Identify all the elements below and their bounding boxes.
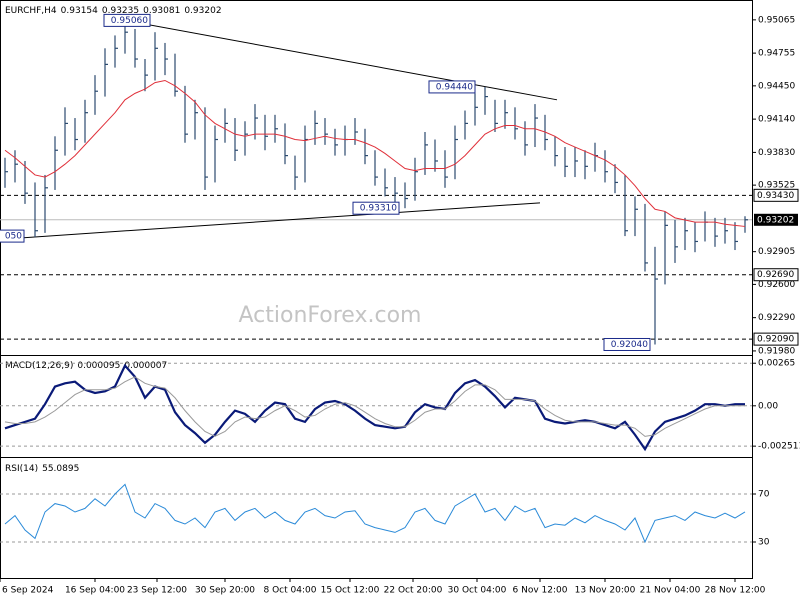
- annotation-label: 0.92040: [611, 340, 648, 350]
- y-tick-label: 0.95065: [758, 15, 795, 25]
- annotation-box: [603, 337, 651, 351]
- level-label-box: [753, 188, 799, 202]
- header-value: 0.93235: [102, 6, 139, 16]
- annotation-box: [103, 13, 151, 27]
- y-tick-label: 0.91980: [758, 346, 795, 356]
- annotation-label: 0.94440: [436, 82, 473, 92]
- watermark: ActionForex.com: [239, 303, 422, 328]
- header-value: 55.0895: [42, 464, 79, 474]
- header-value: 0.93202: [184, 6, 221, 16]
- y-tick-label: 0.93830: [758, 148, 795, 158]
- x-tick-label: 28 Nov 12:00: [705, 586, 766, 596]
- y-tick-label: 0.93525: [758, 181, 795, 191]
- x-tick-label: 30 Oct 04:00: [448, 586, 507, 596]
- x-tick-label: 21 Nov 04:00: [640, 586, 701, 596]
- y-tick-label: 0.00: [758, 401, 778, 411]
- level-label-box: [753, 332, 799, 346]
- panel-title: EURCHF,H4 0.93154 0.93235 0.93081 0.93202: [5, 6, 222, 16]
- panel-title: MACD(12,26,9) 0.000095 0.000007: [5, 361, 167, 371]
- annotation-label: 0.95060: [111, 16, 148, 26]
- x-tick-label: 8 Oct 04:00: [264, 586, 317, 596]
- y-tick-label: 0.92600: [758, 280, 795, 290]
- x-tick-label: 22 Oct 20:00: [384, 586, 443, 596]
- current-price-box: [754, 213, 798, 226]
- x-tick-label: 15 Oct 12:00: [321, 586, 380, 596]
- annotation-box: [0, 229, 25, 243]
- annotation-label: 050: [5, 232, 22, 242]
- x-tick-label: 30 Sep 20:00: [195, 586, 255, 596]
- annotation-box: [428, 80, 476, 94]
- level-label: 0.92090: [757, 335, 794, 345]
- y-tick-label: 0.94140: [758, 115, 795, 125]
- title: RSI(14): [5, 464, 38, 474]
- header-value: 0.000007: [124, 361, 167, 371]
- indicator-line: [4, 483, 746, 544]
- frame: [0, 0, 753, 579]
- x-tick-label: 6 Sep 2024: [2, 586, 54, 596]
- indicator-line: [4, 376, 745, 437]
- level-label: 0.93430: [757, 191, 794, 201]
- header-value: 0.000095: [77, 361, 120, 371]
- trendline: [124, 19, 558, 101]
- x-tick-label: 23 Sep 12:00: [127, 586, 187, 596]
- level-label-box: [753, 268, 799, 282]
- trendline: [0, 202, 541, 240]
- indicator-line: [4, 363, 745, 452]
- title: MACD(12,26,9): [5, 361, 73, 371]
- level-label: 0.92690: [757, 270, 794, 280]
- panel-title: RSI(14) 55.0895: [5, 464, 79, 474]
- current-price-label: 0.93202: [757, 215, 794, 225]
- y-tick-label: 0.94450: [758, 81, 795, 91]
- y-tick-label: -0.002511: [758, 442, 800, 452]
- y-tick-label: 0.92290: [758, 313, 795, 323]
- y-tick-label: 0.92905: [758, 247, 795, 257]
- x-tick-label: 13 Nov 20:00: [575, 586, 636, 596]
- annotation-box: [352, 201, 400, 215]
- moving-average: [4, 79, 746, 227]
- header-value: 0.93081: [143, 6, 180, 16]
- title: EURCHF,H4: [5, 6, 57, 16]
- y-tick-label: 0.00265: [758, 359, 795, 369]
- y-tick-label: 70: [758, 490, 770, 500]
- y-tick-label: 0.94755: [758, 49, 795, 59]
- header-value: 0.93154: [61, 6, 98, 16]
- x-tick-label: 6 Nov 12:00: [513, 586, 568, 596]
- x-tick-label: 16 Sep 04:00: [65, 586, 125, 596]
- annotation-label: 0.93310: [360, 204, 397, 214]
- y-tick-label: 30: [758, 538, 770, 548]
